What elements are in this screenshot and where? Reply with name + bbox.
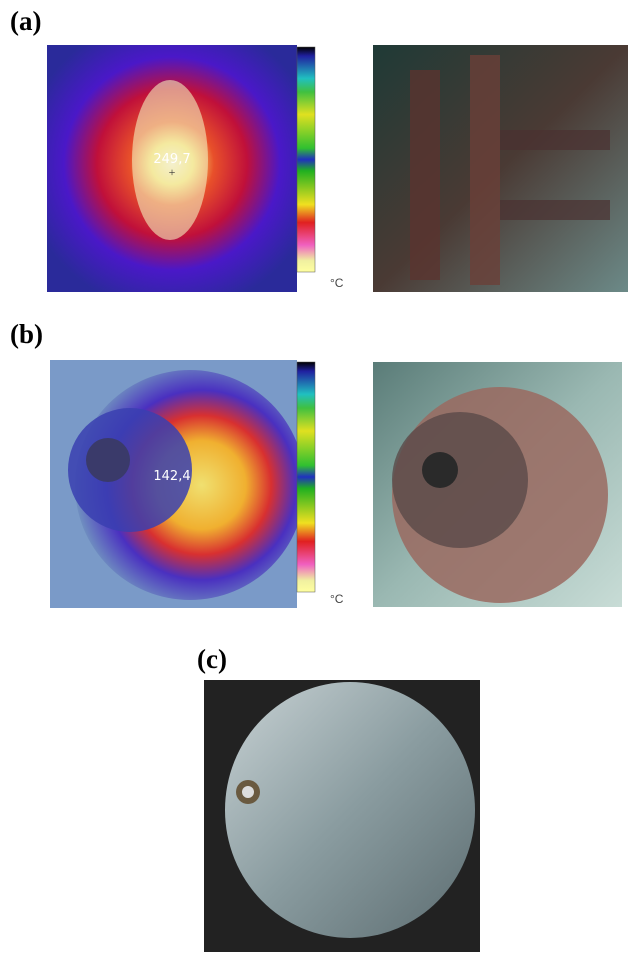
photo <box>373 362 622 607</box>
photo <box>373 45 628 292</box>
crosshair: + <box>169 165 176 179</box>
panel-label: (c) <box>197 644 227 674</box>
photo <box>204 680 480 952</box>
figure: (a) 249,7 + °C (b) 142,4 °C (c) <box>0 0 636 954</box>
color-scale <box>297 47 315 272</box>
page: (a) 249,7 + °C (b) 142,4 °C (c) (() => { <box>0 0 636 954</box>
unit-label: °C <box>330 276 344 290</box>
unit-label: °C <box>330 592 344 606</box>
panel-label: (b) <box>10 319 43 349</box>
thermal-image <box>50 360 305 608</box>
temperature-reading: 142,4 <box>153 469 190 484</box>
panel-label: (a) <box>10 6 41 36</box>
color-scale <box>297 362 315 592</box>
